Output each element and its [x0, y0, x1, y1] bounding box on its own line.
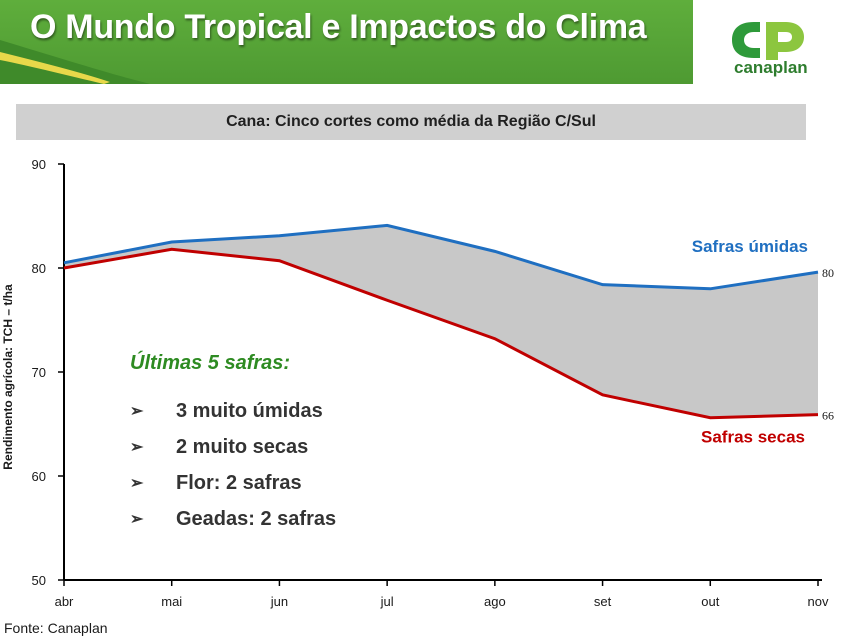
- canaplan-logo-icon: [732, 22, 804, 60]
- list-item: ➢ 2 muito secas: [130, 429, 336, 465]
- note-text: Flor: 2 safras: [176, 471, 302, 494]
- y-tick-label: 90: [32, 157, 46, 172]
- y-tick-label: 50: [32, 573, 46, 588]
- series-label-dry: Safras secas: [701, 428, 805, 447]
- x-tick-label: abr: [55, 594, 74, 609]
- chart-title: Cana: Cinco cortes como média da Região …: [226, 113, 596, 130]
- x-tick-label: jun: [270, 594, 288, 609]
- note-text: Geadas: 2 safras: [176, 507, 337, 530]
- y-tick-label: 60: [32, 469, 46, 484]
- y-tick-label: 70: [32, 365, 46, 380]
- list-item: ➢ Flor: 2 safras: [130, 465, 336, 501]
- banner-swoosh-decoration: [0, 40, 150, 84]
- list-item: ➢ Geadas: 2 safras: [130, 501, 336, 537]
- arrow-bullet-icon: ➢: [130, 403, 144, 420]
- series-end-value: 80: [822, 266, 834, 280]
- x-tick-label: set: [594, 594, 612, 609]
- fill-between-area: [64, 225, 818, 418]
- series-line-dry: [63, 247, 819, 420]
- note-text: 2 muito secas: [176, 435, 309, 458]
- notes-box: Últimas 5 safras: ➢ 3 muito úmidas ➢ 2 mui…: [130, 352, 336, 537]
- x-tick-label: out: [701, 594, 719, 609]
- notes-list: ➢ 3 muito úmidas ➢ 2 muito secas ➢ Flor: 2 …: [130, 393, 336, 537]
- series-label-wet: Safras úmidas: [692, 237, 808, 256]
- source-note: Fonte: Canaplan: [4, 620, 108, 636]
- list-item: ➢ 3 muito úmidas: [130, 393, 336, 429]
- chart-title-bar: Cana: Cinco cortes como média da Região …: [16, 104, 806, 140]
- y-axis-label: Rendimento agrícola: TCH – t/ha: [1, 284, 15, 470]
- arrow-bullet-icon: ➢: [130, 511, 144, 528]
- series-line-wet: [63, 223, 819, 291]
- title-banner: O Mundo Tropical e Impactos do Clima: [0, 0, 693, 84]
- x-tick-label: ago: [484, 594, 506, 609]
- line-chart: 50 60 70 80 90 abr mai jun jul ago set out nov 80 66 Sa…: [32, 157, 834, 609]
- arrow-bullet-icon: ➢: [130, 439, 144, 456]
- x-tick-label: jul: [380, 594, 394, 609]
- page-title: O Mundo Tropical e Impactos do Clima: [30, 8, 647, 46]
- logo-text: canaplan: [734, 58, 808, 77]
- series-end-value: 66: [822, 409, 834, 423]
- notes-heading: Últimas 5 safras:: [130, 352, 291, 374]
- arrow-bullet-icon: ➢: [130, 475, 144, 492]
- y-tick-label: 80: [32, 261, 46, 276]
- x-tick-label: nov: [808, 594, 829, 609]
- x-tick-label: mai: [161, 594, 182, 609]
- note-text: 3 muito úmidas: [176, 399, 323, 422]
